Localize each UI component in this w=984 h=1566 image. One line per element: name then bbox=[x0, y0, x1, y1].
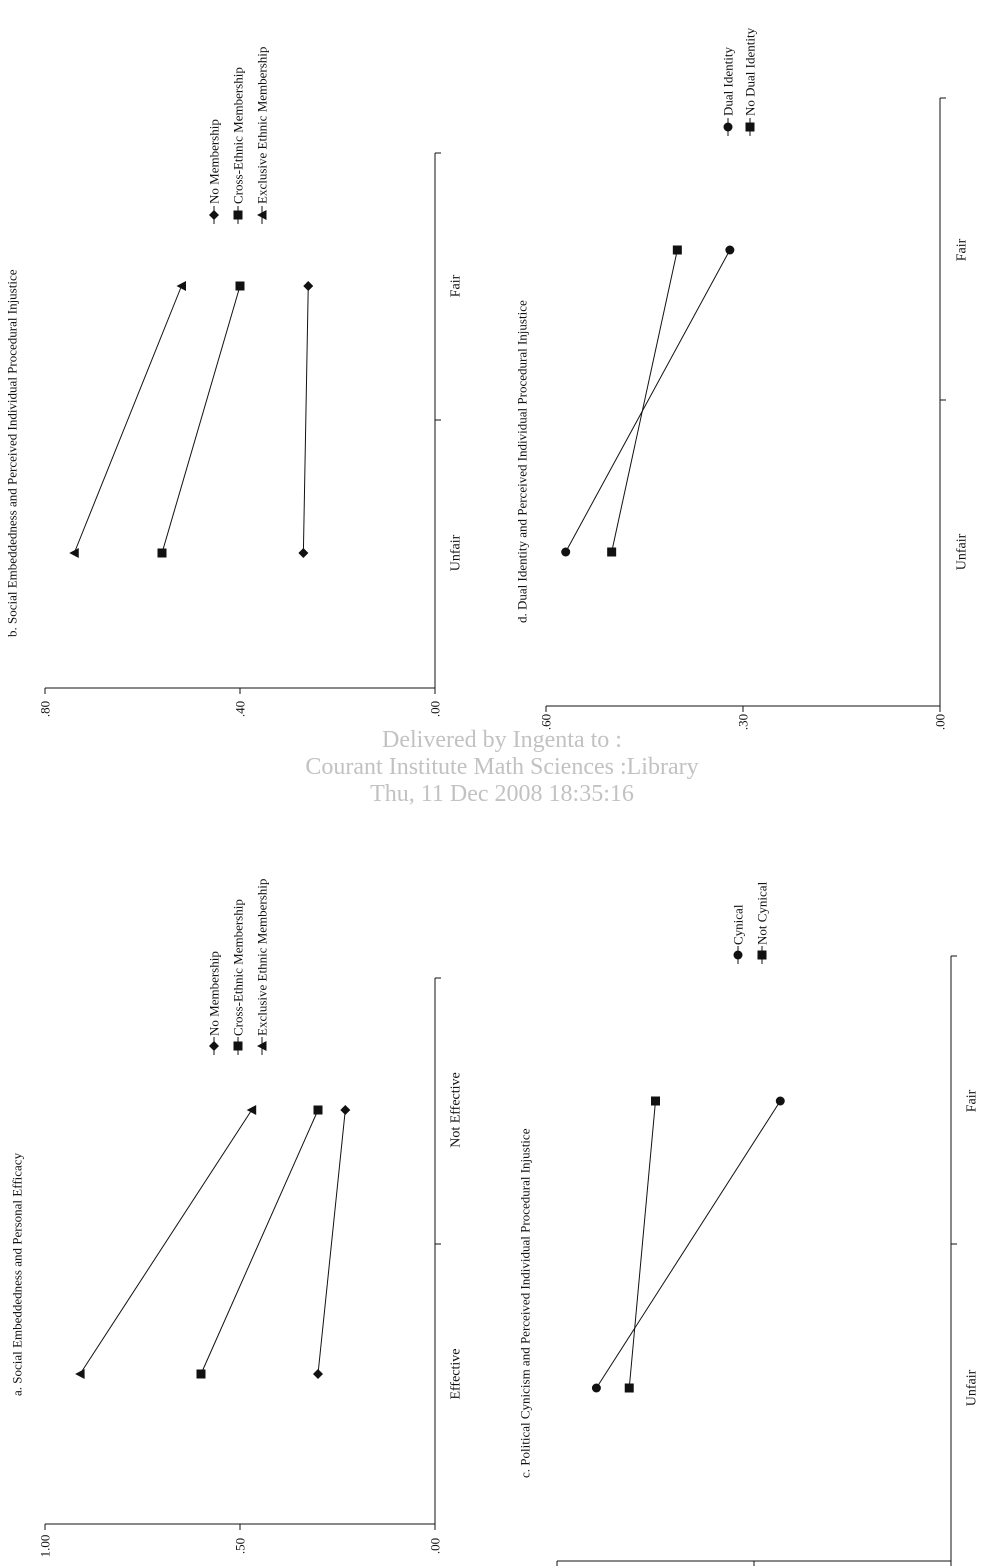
watermark-line-3: Thu, 11 Dec 2008 18:35:16 bbox=[370, 781, 634, 807]
series-exclusive-ethnic-membership bbox=[69, 281, 186, 558]
panel-title: a. Social Embeddedness and Personal Effi… bbox=[10, 1152, 25, 1396]
panel-title: c. Political Cynicism and Perceived Indi… bbox=[518, 1128, 533, 1478]
data-point bbox=[624, 1383, 634, 1393]
panel-title: b. Social Embeddedness and Perceived Ind… bbox=[5, 269, 20, 637]
data-point bbox=[561, 547, 571, 557]
legend-marker bbox=[257, 1041, 267, 1051]
legend-marker bbox=[257, 210, 267, 220]
value-tick-label: .00 bbox=[428, 701, 443, 717]
data-point bbox=[69, 548, 79, 558]
series-no-membership bbox=[298, 281, 314, 558]
series-line bbox=[611, 249, 678, 553]
legend-marker bbox=[733, 950, 743, 960]
series-line bbox=[200, 1109, 319, 1375]
legend-label: No Membership bbox=[207, 119, 222, 204]
series-exclusive-ethnic-membership bbox=[75, 1105, 257, 1379]
data-point bbox=[196, 1369, 206, 1379]
data-point bbox=[725, 245, 735, 255]
legend-label: Exclusive Ethnic Membership bbox=[255, 879, 270, 1036]
data-point bbox=[313, 1369, 323, 1379]
series-line bbox=[317, 1109, 346, 1375]
value-tick-label: .00 bbox=[428, 1538, 443, 1554]
legend-label: No Membership bbox=[207, 951, 222, 1036]
legend-label: Exclusive Ethnic Membership bbox=[255, 47, 270, 204]
series-line bbox=[628, 1100, 656, 1389]
value-tick-label: .50 bbox=[233, 1538, 248, 1554]
legend-marker bbox=[723, 122, 733, 132]
legend-label: Not Cynical bbox=[755, 881, 770, 945]
legend-label: Cross-Ethnic Membership bbox=[231, 67, 246, 204]
value-tick-label: .80 bbox=[38, 701, 53, 717]
value-tick-label: .30 bbox=[736, 714, 751, 730]
legend-marker bbox=[745, 122, 755, 132]
data-point bbox=[298, 548, 309, 558]
value-tick-label: .60 bbox=[539, 714, 554, 730]
legend-marker bbox=[233, 1041, 243, 1051]
value-tick-label: 1.00 bbox=[38, 1535, 53, 1558]
series-line bbox=[565, 249, 731, 553]
watermark-line-2: Courant Institute Math Sciences :Library bbox=[305, 754, 699, 780]
series-line bbox=[161, 285, 241, 554]
category-label: Fair bbox=[955, 238, 970, 261]
series-not-cynical bbox=[624, 1096, 660, 1393]
legend-marker bbox=[233, 210, 243, 220]
panel-title: d. Dual Identity and Perceived Individua… bbox=[515, 300, 530, 623]
category-label: Unfair bbox=[965, 1369, 980, 1406]
data-point bbox=[303, 281, 314, 291]
data-point bbox=[313, 1105, 323, 1115]
series-cross-ethnic-membership bbox=[157, 281, 245, 558]
legend-label: Cross-Ethnic Membership bbox=[231, 899, 246, 1036]
legend-marker bbox=[209, 210, 219, 220]
legend-label: No Dual Identity bbox=[743, 27, 758, 116]
category-label: Fair bbox=[965, 1089, 980, 1112]
data-point bbox=[672, 245, 682, 255]
series-line bbox=[595, 1100, 781, 1389]
category-label: Fair bbox=[449, 274, 464, 297]
data-point bbox=[235, 281, 245, 291]
data-point bbox=[340, 1105, 351, 1115]
panel-d: d. Dual Identity and Perceived Individua… bbox=[515, 27, 970, 730]
data-point bbox=[775, 1096, 785, 1106]
legend-marker bbox=[757, 950, 767, 960]
series-dual-identity bbox=[561, 245, 735, 557]
series-line bbox=[302, 285, 309, 554]
category-label: Effective bbox=[449, 1348, 464, 1399]
category-label: Unfair bbox=[955, 533, 970, 570]
series-line bbox=[79, 1109, 253, 1375]
panel-a: a. Social Embeddedness and Personal Effi… bbox=[10, 879, 464, 1558]
legend-label: Cynical bbox=[731, 904, 746, 945]
data-point bbox=[607, 547, 617, 557]
panel-c: c. Political Cynicism and Perceived Indi… bbox=[518, 881, 980, 1566]
category-label: Unfair bbox=[449, 534, 464, 571]
series-no-membership bbox=[313, 1105, 351, 1379]
value-tick-label: .00 bbox=[933, 714, 948, 730]
data-point bbox=[651, 1096, 660, 1106]
data-point bbox=[157, 548, 167, 558]
value-tick-label: .40 bbox=[233, 701, 248, 717]
series-cross-ethnic-membership bbox=[196, 1105, 323, 1379]
series-line bbox=[73, 285, 182, 554]
watermark-line-1: Delivered by Ingenta to : bbox=[382, 727, 622, 753]
series-no-dual-identity bbox=[607, 245, 682, 557]
legend-label: Dual Identity bbox=[721, 47, 736, 116]
data-point bbox=[75, 1369, 85, 1379]
data-point bbox=[591, 1383, 601, 1393]
data-point bbox=[246, 1105, 257, 1115]
category-label: Not Effective bbox=[449, 1072, 464, 1148]
series-cynical bbox=[591, 1096, 785, 1393]
legend-marker bbox=[209, 1041, 219, 1051]
panel-b: b. Social Embeddedness and Perceived Ind… bbox=[5, 47, 464, 718]
data-point bbox=[176, 281, 186, 291]
